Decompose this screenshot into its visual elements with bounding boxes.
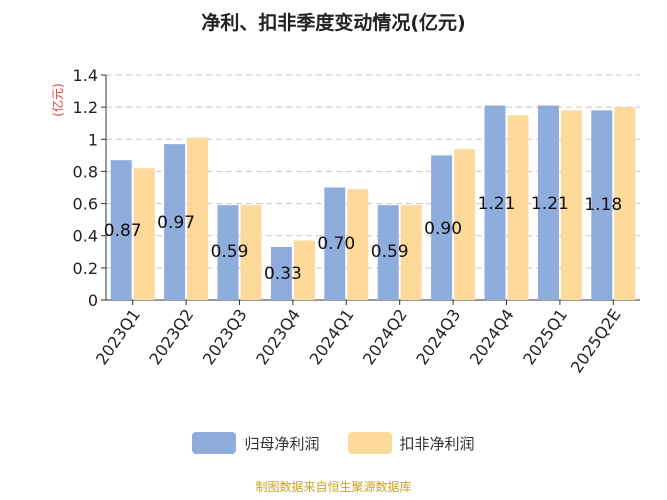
bar-series2: [347, 189, 369, 300]
bar-series2: [133, 168, 155, 300]
bar-series2: [560, 110, 582, 300]
x-tick-label: 2023Q2: [145, 305, 197, 368]
y-tick-label: 0.6: [73, 195, 98, 214]
chart-title: 净利、扣非季度变动情况(亿元): [201, 12, 466, 34]
data-label: 0.97: [157, 213, 195, 233]
y-tick-label: 0: [88, 291, 98, 310]
bar-series2: [454, 148, 476, 300]
x-tick-label: 2024Q3: [412, 305, 464, 368]
data-label: 0.59: [371, 242, 409, 262]
legend: 归母净利润 扣非净利润: [0, 432, 667, 454]
data-label: 0.70: [317, 234, 355, 254]
bar-chart: 0 0.2 0.4 0.6 0.8 1 1.2 1.4 (亿元) 0.87 2023Q1 0.97 20…: [50, 66, 640, 377]
x-tick-label: 2023Q4: [252, 305, 304, 368]
legend-label-series1: 归母净利润: [244, 434, 320, 453]
bar-series1: [324, 187, 346, 300]
legend-swatch-series1: [192, 432, 237, 454]
data-label: 0.33: [264, 264, 302, 284]
bar-series1: [164, 144, 186, 300]
data-label: 1.18: [584, 195, 622, 215]
y-tick-label: 1.2: [73, 98, 98, 117]
data-label: 0.59: [211, 242, 249, 262]
bar-series2: [400, 205, 422, 300]
x-tick-label: 2023Q1: [92, 305, 144, 368]
legend-label-series2: 扣非净利润: [399, 434, 475, 453]
data-label: 0.90: [424, 219, 462, 239]
y-tick-label: 1: [88, 130, 98, 149]
x-tick-label: 2024Q2: [359, 305, 411, 368]
bar-series2: [240, 205, 262, 300]
x-tick-label: 2025Q1: [519, 305, 571, 368]
bar-series1: [484, 105, 506, 301]
source-note: 制图数据来自恒生聚源数据库: [255, 480, 412, 494]
bar-series1: [537, 105, 559, 301]
legend-swatch-series2: [347, 432, 392, 454]
data-label: 1.21: [478, 194, 516, 214]
legend-item-series1[interactable]: 归母净利润: [192, 432, 320, 454]
y-axis-label: (亿元): [50, 83, 65, 116]
bar-series2: [293, 240, 315, 300]
data-label: 1.21: [531, 194, 569, 214]
y-tick-label: 0.8: [73, 162, 98, 181]
bar-series2: [614, 107, 636, 301]
bar-series2: [507, 115, 529, 300]
x-tick-label: 2023Q3: [199, 305, 251, 368]
bar-series1: [591, 110, 613, 300]
y-tick-label: 1.4: [73, 66, 98, 85]
bar-series1: [270, 246, 292, 300]
data-label: 0.87: [104, 221, 142, 241]
legend-item-series2[interactable]: 扣非净利润: [347, 432, 475, 454]
bar-series1: [217, 205, 239, 300]
bar-series1: [431, 155, 453, 300]
bar-series1: [110, 160, 132, 300]
bar-series2: [187, 137, 209, 300]
y-tick-label: 0.2: [73, 259, 98, 278]
x-tick-label: 2025Q2E: [567, 305, 625, 376]
bar-series1: [377, 205, 399, 300]
x-tick-label: 2024Q1: [306, 305, 358, 368]
x-tick-label: 2024Q4: [466, 305, 518, 368]
y-tick-label: 0.4: [73, 227, 98, 246]
